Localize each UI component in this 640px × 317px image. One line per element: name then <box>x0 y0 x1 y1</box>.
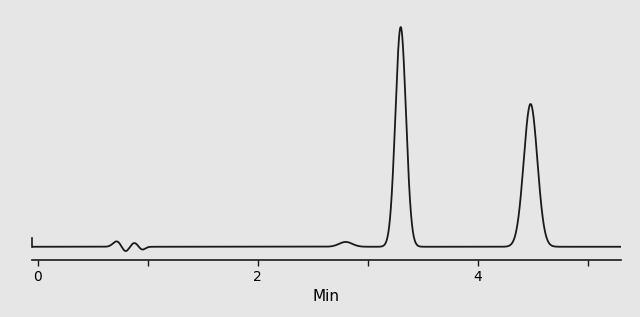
X-axis label: Min: Min <box>313 289 340 304</box>
